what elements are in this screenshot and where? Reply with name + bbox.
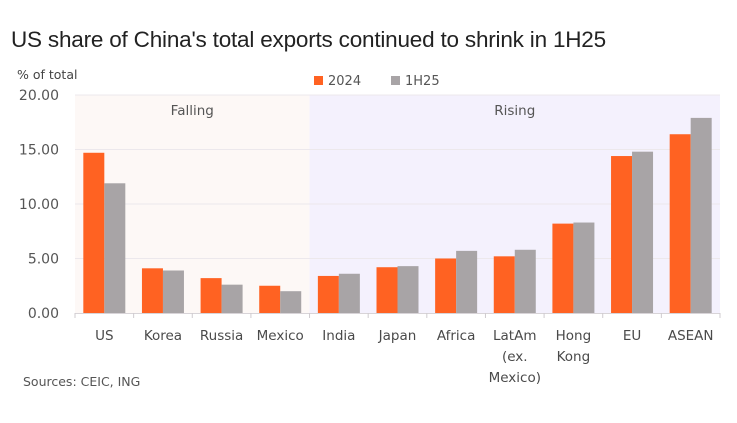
x-tick-label: Africa (437, 328, 476, 344)
bar-us-2024 (83, 152, 105, 313)
x-tick-label-line: LatAm (493, 328, 536, 344)
y-tick-label: 20.00 (19, 88, 59, 104)
bar-africa-2024 (435, 258, 457, 313)
y-tick-label: 10.00 (19, 197, 59, 213)
legend-label-2024: 2024 (328, 74, 361, 89)
bar-asean-2024 (669, 134, 691, 313)
x-tick-label-line: Japan (378, 328, 417, 344)
x-tick-label-line: (ex. (502, 349, 528, 365)
bar-mexico-2024 (259, 285, 281, 313)
region-label-rising: Rising (494, 103, 535, 119)
bar-korea-2024 (141, 268, 163, 313)
bar-africa-1h25 (456, 250, 478, 313)
x-tick-label: Russia (200, 328, 243, 344)
y-tick-label: 0.00 (28, 306, 59, 322)
legend-swatch-1h25 (391, 76, 400, 85)
x-tick-label-line: Kong (557, 349, 591, 365)
x-tick-label-line: Mexico (257, 328, 304, 344)
bar-japan-2024 (376, 267, 398, 313)
legend-swatch-2024 (314, 76, 323, 85)
x-tick-label: Korea (144, 328, 182, 344)
x-tick-label-line: US (95, 328, 113, 344)
bar-eu-1h25 (632, 151, 654, 313)
bar-eu-2024 (611, 156, 633, 313)
bar-russia-1h25 (221, 284, 243, 313)
x-tick-label: LatAm (ex. Mexico) (489, 328, 541, 386)
x-axis: US Korea Russia Mexico India Japan Africa LatAm… (74, 313, 721, 386)
bar-asean-1h25 (690, 117, 712, 313)
x-tick-label-line: Mexico) (489, 370, 541, 386)
x-tick-label-line: Hong (556, 328, 592, 344)
x-tick-label: Japan (378, 328, 417, 344)
x-tick-label-line: Africa (437, 328, 476, 344)
bar-hong-kong-2024 (552, 223, 574, 313)
x-tick-label-line: Korea (144, 328, 182, 344)
bar-russia-2024 (200, 278, 222, 313)
legend: 2024 1H25 (314, 74, 440, 89)
bar-latam-ex-mexico-1h25 (514, 249, 536, 313)
y-axis-ticks: 0.00 5.00 10.00 15.00 20.00 (19, 88, 59, 322)
bar-latam-ex-mexico-2024 (493, 256, 515, 313)
x-tick-label: EU (623, 328, 641, 344)
x-tick-label: India (322, 328, 355, 344)
chart-title: US share of China's total exports contin… (11, 27, 606, 52)
x-tick-label-line: Russia (200, 328, 243, 344)
x-tick-label: Hong Kong (556, 328, 592, 365)
bar-korea-1h25 (162, 270, 184, 313)
x-tick-label: ASEAN (668, 328, 714, 344)
y-tick-label: 15.00 (19, 143, 59, 159)
legend-label-1h25: 1H25 (405, 74, 440, 89)
bar-us-1h25 (104, 183, 126, 313)
source-note: Sources: CEIC, ING (23, 374, 140, 389)
y-axis-label: % of total (17, 67, 77, 82)
bar-japan-1h25 (397, 266, 419, 313)
x-tick-label-line: India (322, 328, 355, 344)
y-tick-label: 5.00 (28, 252, 59, 268)
bar-india-1h25 (338, 273, 360, 313)
x-tick-label-line: EU (623, 328, 641, 344)
x-tick-label: US (95, 328, 113, 344)
bars (83, 117, 712, 313)
x-tick-label-line: ASEAN (668, 328, 714, 344)
bar-mexico-1h25 (280, 291, 302, 313)
x-tick-label: Mexico (257, 328, 304, 344)
bar-india-2024 (317, 275, 339, 313)
region-label-falling: Falling (171, 103, 214, 119)
bar-hong-kong-1h25 (573, 222, 595, 313)
